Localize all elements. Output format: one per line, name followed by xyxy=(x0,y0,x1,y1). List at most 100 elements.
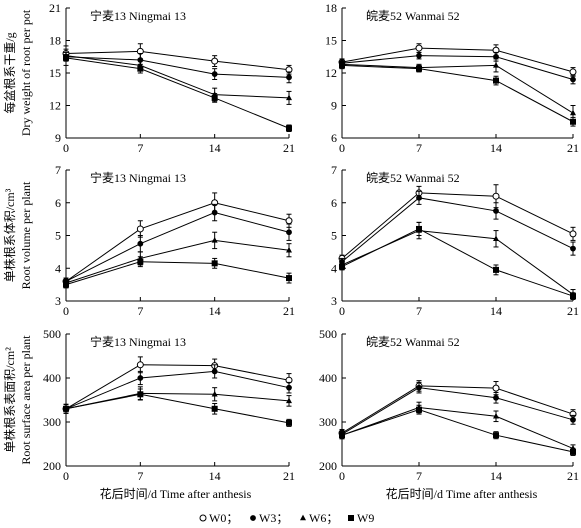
series-line xyxy=(65,261,290,286)
data-point xyxy=(286,94,292,101)
series-line xyxy=(341,64,574,123)
legend-marker xyxy=(199,514,207,522)
data-point xyxy=(136,361,144,369)
series-line xyxy=(341,197,574,263)
data-point xyxy=(339,263,345,270)
legend-label: W0； xyxy=(209,511,238,525)
data-point xyxy=(286,229,292,236)
data-point xyxy=(137,391,144,398)
x-tick-label: 21 xyxy=(283,469,295,483)
series-W3 xyxy=(339,381,576,439)
data-point xyxy=(416,65,422,72)
data-point xyxy=(569,230,577,238)
legend-marker xyxy=(250,515,256,521)
y-axis-title: Root volume per plant xyxy=(19,181,33,289)
data-point xyxy=(415,44,423,52)
data-point xyxy=(492,192,500,200)
data-point xyxy=(211,71,218,77)
x-tick-label: 14 xyxy=(490,304,502,318)
legend-label: W9 xyxy=(357,511,374,525)
data-point xyxy=(416,406,422,413)
x-tick-label: 0 xyxy=(339,469,345,483)
x-tick-label: 7 xyxy=(137,469,143,483)
data-point xyxy=(136,225,144,233)
data-point xyxy=(211,390,218,397)
data-point xyxy=(493,62,499,68)
legend: W0； W3； W6； W9 xyxy=(199,511,374,525)
series-W9 xyxy=(339,221,576,300)
data-point xyxy=(493,394,499,401)
y-tick-label: 6 xyxy=(331,196,337,210)
y-tick-label: 12 xyxy=(49,99,61,113)
data-point xyxy=(286,74,292,81)
series-W0 xyxy=(62,356,293,414)
x-axis-title: 花后时间/d Time after anthesis xyxy=(386,486,538,501)
panel-title: 宁麦13 Ningmai 13 xyxy=(90,8,186,23)
data-point xyxy=(339,432,345,439)
series-line xyxy=(341,192,574,259)
y-tick-label: 400 xyxy=(319,371,337,385)
data-point xyxy=(570,448,576,455)
panel-6: 200 300 400 500 0 7 14 21 皖麦52 Wanmai 52 花后时间/d T… xyxy=(319,327,579,501)
data-point xyxy=(286,125,292,132)
data-point xyxy=(493,208,499,214)
series-W3 xyxy=(63,364,292,414)
data-point xyxy=(493,412,499,419)
y-tick-label: 300 xyxy=(43,415,61,429)
y-tick-label: 9 xyxy=(55,131,61,145)
series-W6 xyxy=(339,221,576,300)
x-tick-label: 14 xyxy=(209,469,221,483)
data-point xyxy=(63,281,69,288)
data-point xyxy=(570,76,576,83)
series-W9 xyxy=(63,388,292,427)
y-axis-title: 单株根系体积/cm³ xyxy=(2,188,17,282)
y-tick-label: 500 xyxy=(43,327,61,341)
data-point xyxy=(286,384,292,391)
y-tick-label: 4 xyxy=(55,261,61,275)
x-tick-label: 0 xyxy=(63,141,69,155)
y-tick-label: 3 xyxy=(55,294,61,308)
data-point xyxy=(416,384,422,391)
data-point xyxy=(570,109,576,116)
y-tick-label: 15 xyxy=(325,34,337,48)
series-line xyxy=(341,228,574,297)
y-tick-label: 15 xyxy=(49,66,61,80)
series-line xyxy=(65,50,290,71)
y-axis-title: Dry weight of root per pot xyxy=(19,9,33,136)
legend-marker xyxy=(348,515,354,521)
data-point xyxy=(286,419,292,426)
y-tick-label: 5 xyxy=(55,229,61,243)
series-W6 xyxy=(63,45,292,105)
x-tick-label: 7 xyxy=(416,304,422,318)
panel-3: 3 4 5 6 7 0 7 14 21 宁麦13 Ningmai 13 单株根系体积/cm³ Root… xyxy=(2,163,295,318)
series-line xyxy=(65,364,290,410)
data-point xyxy=(211,94,218,101)
data-point xyxy=(285,217,293,225)
y-tick-label: 21 xyxy=(49,1,61,15)
y-tick-label: 18 xyxy=(325,1,337,15)
series-line xyxy=(341,406,574,449)
y-tick-label: 6 xyxy=(55,196,61,210)
series-line xyxy=(341,63,574,114)
panel-title: 皖麦52 Wanmai 52 xyxy=(366,9,460,23)
y-tick-label: 6 xyxy=(331,131,337,145)
series-W0 xyxy=(338,380,577,438)
data-point xyxy=(493,77,499,84)
series-line xyxy=(65,212,290,282)
y-tick-label: 4 xyxy=(331,261,337,275)
data-point xyxy=(137,375,144,381)
panel-title: 宁麦13 Ningmai 13 xyxy=(90,170,186,185)
data-point xyxy=(416,225,422,232)
y-tick-label: 7 xyxy=(331,163,337,177)
series-line xyxy=(341,387,574,435)
y-axis-title: 单株根系表面积/cm² xyxy=(2,347,17,453)
series-W3 xyxy=(339,190,576,266)
data-point xyxy=(493,432,499,439)
x-tick-label: 14 xyxy=(490,141,502,155)
data-point xyxy=(569,68,577,76)
x-tick-label: 21 xyxy=(567,141,579,155)
y-tick-label: 300 xyxy=(319,415,337,429)
x-tick-label: 14 xyxy=(209,304,221,318)
data-point xyxy=(570,293,576,300)
